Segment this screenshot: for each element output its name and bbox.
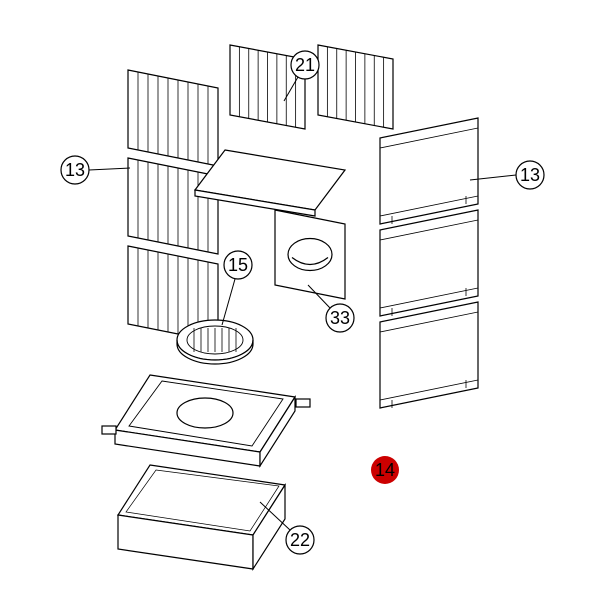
- callout-15: 15: [224, 251, 252, 279]
- callout-13b: 13: [516, 161, 544, 189]
- callout-14: 14: [371, 456, 399, 484]
- callout-label-14: 14: [375, 460, 395, 480]
- callout-label-15: 15: [228, 255, 248, 275]
- callout-label-13b: 13: [520, 165, 540, 185]
- callout-label-22: 22: [290, 530, 310, 550]
- exploded-parts-diagram: 13 21 15 13 33 22 14: [0, 0, 607, 596]
- callout-33: 33: [326, 304, 354, 332]
- callout-label-33: 33: [330, 308, 350, 328]
- callout-13a: 13: [61, 156, 89, 184]
- callout-22: 22: [286, 526, 314, 554]
- callout-label-13a: 13: [65, 160, 85, 180]
- callout-label-21: 21: [295, 55, 315, 75]
- callout-21: 21: [291, 51, 319, 79]
